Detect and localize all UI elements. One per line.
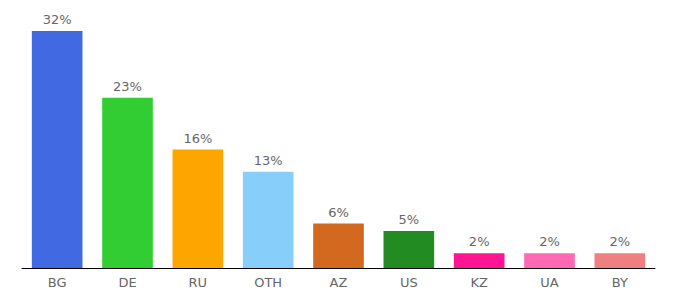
svg-text:US: US <box>400 275 418 290</box>
svg-text:DE: DE <box>118 275 136 290</box>
svg-text:13%: 13% <box>254 153 283 168</box>
svg-text:5%: 5% <box>399 212 420 227</box>
svg-text:6%: 6% <box>328 205 349 220</box>
svg-text:23%: 23% <box>113 79 142 94</box>
svg-text:AZ: AZ <box>330 275 348 290</box>
svg-text:OTH: OTH <box>254 275 282 290</box>
svg-text:2%: 2% <box>469 234 490 249</box>
svg-text:BY: BY <box>612 275 628 290</box>
svg-text:UA: UA <box>540 275 559 290</box>
svg-text:RU: RU <box>189 275 208 290</box>
svg-text:KZ: KZ <box>470 275 488 290</box>
svg-text:2%: 2% <box>610 234 631 249</box>
svg-text:16%: 16% <box>183 131 212 146</box>
svg-text:2%: 2% <box>539 234 560 249</box>
svg-text:BG: BG <box>48 275 67 290</box>
svg-text:32%: 32% <box>43 12 72 27</box>
